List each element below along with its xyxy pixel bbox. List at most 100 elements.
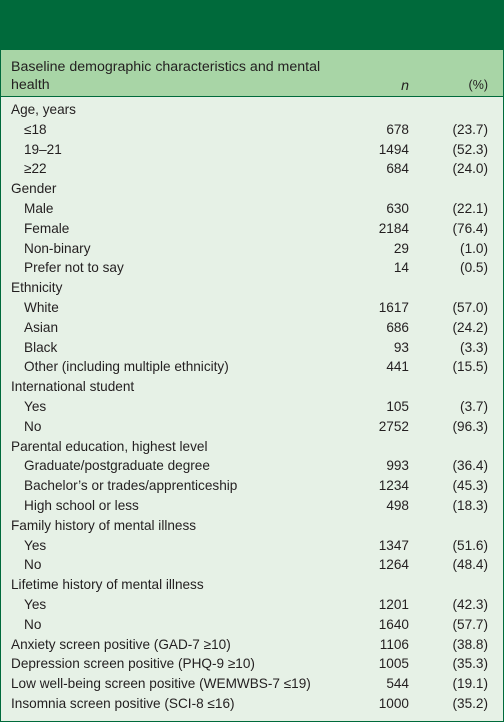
row-label: International student (11, 379, 135, 395)
table-row: Depression screen positive (PHQ-9 ≥10) 10… (1, 654, 503, 674)
row-label: Low well-being screen positive (WEMWBS-7… (11, 676, 311, 692)
row-percent: (24.0) (452, 161, 488, 177)
row-label: Other (including multiple ethnicity) (24, 359, 229, 375)
row-label: Male (24, 200, 54, 216)
row-label: Graduate/postgraduate degree (24, 458, 210, 474)
row-n: 93 (393, 339, 409, 355)
table-row: Non-binary 29 (1.0) (1, 239, 503, 259)
table-row: Other (including multiple ethnicity) 441 (… (1, 357, 503, 377)
row-percent: (3.3) (460, 339, 488, 355)
row-n: 1234 (378, 478, 409, 494)
row-n: 1264 (378, 557, 409, 573)
table-row: No 2752 (96.3) (1, 417, 503, 437)
row-n: 1201 (378, 596, 409, 612)
table-row: Family history of mental illness (1, 516, 503, 536)
row-percent: (52.3) (452, 141, 488, 157)
row-label: White (24, 299, 59, 315)
row-percent: (57.0) (452, 299, 488, 315)
row-label: Gender (11, 181, 57, 197)
table-row: Graduate/postgraduate degree 993 (36.4) (1, 456, 503, 476)
row-label: Yes (24, 398, 47, 414)
row-label: 19–21 (24, 141, 62, 157)
table-row: No 1640 (57.7) (1, 615, 503, 635)
row-n: 678 (386, 121, 409, 137)
row-label: Ethnicity (11, 280, 63, 296)
table-row: ≤18 678 (23.7) (1, 120, 503, 140)
row-label: Female (24, 220, 70, 236)
row-label: ≤18 (24, 121, 47, 137)
row-percent: (24.2) (452, 319, 488, 335)
row-percent: (23.7) (452, 121, 488, 137)
row-label: Yes (24, 596, 47, 612)
row-percent: (3.7) (460, 398, 488, 414)
table-row: International student (1, 377, 503, 397)
row-n: 105 (386, 398, 409, 414)
row-percent: (22.1) (452, 200, 488, 216)
table-row: Yes 105 (3.7) (1, 397, 503, 417)
row-label: ≥22 (24, 161, 47, 177)
table-row: High school or less 498 (18.3) (1, 496, 503, 516)
row-percent: (18.3) (452, 497, 488, 513)
row-percent: (38.8) (452, 636, 488, 652)
table-top-bar (1, 1, 503, 50)
row-label: Prefer not to say (24, 260, 124, 276)
row-label: Asian (24, 319, 59, 335)
row-percent: (35.3) (452, 656, 488, 672)
table-row: Gender (1, 179, 503, 199)
row-percent: (76.4) (452, 220, 488, 236)
row-n: 630 (386, 200, 409, 216)
row-percent: (96.3) (452, 418, 488, 434)
row-n: 1617 (378, 299, 409, 315)
row-label: Lifetime history of mental illness (11, 577, 204, 593)
table-row: Asian 686 (24.2) (1, 318, 503, 338)
row-percent: (51.6) (452, 537, 488, 553)
header-percent: (%) (468, 78, 488, 92)
table-row: ≥22 684 (24.0) (1, 159, 503, 179)
row-n: 441 (386, 359, 409, 375)
table-row: Bachelor’s or trades/apprenticeship 1234 (… (1, 476, 503, 496)
row-label: Family history of mental illness (11, 517, 197, 533)
row-n: 14 (393, 260, 409, 276)
row-label: Insomnia screen positive (SCI-8 ≤16) (11, 695, 235, 711)
row-n: 2184 (378, 220, 409, 236)
row-label: No (24, 616, 42, 632)
row-label: Yes (24, 537, 47, 553)
row-n: 544 (386, 676, 409, 692)
row-n: 1640 (378, 616, 409, 632)
row-percent: (45.3) (452, 478, 488, 494)
row-label: Anxiety screen positive (GAD-7 ≥10) (11, 636, 231, 652)
table-row: Age, years (1, 100, 503, 120)
row-n: 686 (386, 319, 409, 335)
row-percent: (42.3) (452, 596, 488, 612)
row-n: 1494 (378, 141, 409, 157)
row-label: High school or less (24, 497, 139, 513)
table-body: Age, years ≤18 678 (23.7) 19–21 1494 (52.3) ≥22… (1, 97, 503, 714)
row-label: Non-binary (24, 240, 91, 256)
row-percent: (15.5) (452, 359, 488, 375)
row-label: No (24, 557, 42, 573)
row-n: 1005 (378, 656, 409, 672)
row-percent: (1.0) (460, 240, 488, 256)
table-row: Parental education, highest level (1, 437, 503, 457)
table-row: No 1264 (48.4) (1, 555, 503, 575)
row-percent: (48.4) (452, 557, 488, 573)
header-n: n (401, 78, 409, 94)
table-row: Anxiety screen positive (GAD-7 ≥10) 1106 (… (1, 635, 503, 655)
row-percent: (57.7) (452, 616, 488, 632)
table-row: Lifetime history of mental illness (1, 575, 503, 595)
table-row: White 1617 (57.0) (1, 298, 503, 318)
row-n: 684 (386, 161, 409, 177)
row-label: Parental education, highest level (11, 438, 208, 454)
row-n: 1347 (378, 537, 409, 553)
row-n: 1000 (378, 695, 409, 711)
table-row: Female 2184 (76.4) (1, 219, 503, 239)
table-row: Insomnia screen positive (SCI-8 ≤16) 1000… (1, 694, 503, 714)
table-row: Yes 1201 (42.3) (1, 595, 503, 615)
table-row: Low well-being screen positive (WEMWBS-7… (1, 674, 503, 694)
row-n: 29 (393, 240, 409, 256)
table-row: Ethnicity (1, 278, 503, 298)
row-label: Age, years (11, 102, 76, 117)
row-label: Depression screen positive (PHQ-9 ≥10) (11, 656, 255, 672)
row-n: 1106 (379, 636, 409, 652)
